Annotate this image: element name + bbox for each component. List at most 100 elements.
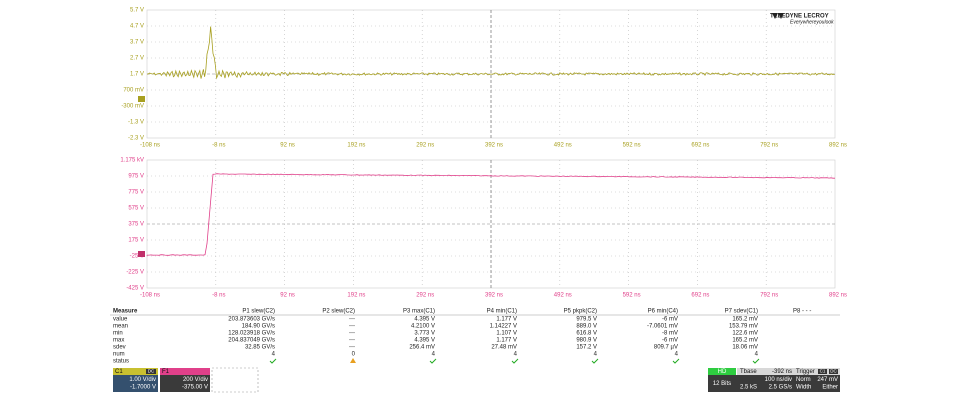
channel-header [113, 368, 158, 375]
coupling-badge [146, 369, 156, 374]
table-cell: 204.837049 GV/s [228, 338, 275, 344]
tb-body [708, 375, 840, 392]
table-cell: 1.107 V [496, 331, 517, 337]
tb-rate: 2.5 GS/s [769, 385, 792, 391]
logo-mark [772, 13, 784, 19]
status-ok [511, 358, 519, 364]
channel-offset: -1.7000 V [130, 385, 156, 391]
tb-label: Tbase [740, 369, 757, 375]
x-label: 292 ns [416, 143, 434, 149]
table-cell: 4 [514, 352, 518, 358]
x-label: 492 ns [554, 293, 572, 299]
table-cell: 616.8 V [576, 331, 597, 337]
x-label: -108 ns [140, 143, 160, 149]
tb-head [737, 368, 840, 375]
x-label: 392 ns [485, 143, 503, 149]
table-cell: 203.873603 GV/s [228, 317, 275, 323]
x-label: 792 ns [760, 143, 778, 149]
x-label: 92 ns [280, 143, 295, 149]
channel-scale: 1.00 V/div [129, 377, 156, 383]
status-ok [591, 358, 599, 364]
x-label: 192 ns [347, 143, 365, 149]
table-cell: --- [349, 324, 355, 330]
table-cell: 4 [594, 352, 598, 358]
table-cell: 4 [675, 352, 679, 358]
x-label: 592 ns [623, 293, 641, 299]
x-label: -8 ns [212, 143, 225, 149]
table-cell: 1.14227 V [490, 324, 517, 330]
table-cell: value [113, 317, 128, 323]
table-cell: 979.5 V [576, 317, 597, 323]
status-ok [269, 358, 277, 364]
trig-source: C1 [820, 369, 826, 374]
table-header: P8 - - - [793, 309, 811, 315]
table-cell: -6 mV [662, 317, 678, 323]
logo-brand: TELEDYNE LECROY [770, 14, 829, 20]
table-cell: 1.177 V [496, 338, 517, 344]
table-header: P7 sdev(C1) [725, 309, 758, 315]
table-cell: --- [349, 345, 355, 351]
y-label: 575 V [128, 206, 144, 212]
mode: HD [718, 369, 727, 375]
table-cell: max [113, 338, 124, 344]
y-label: -225 V [126, 270, 144, 276]
table-cell: -6 mV [662, 338, 678, 344]
table-cell: 4 [755, 352, 759, 358]
status-ok [672, 358, 680, 364]
table-cell: 32.85 GV/s [245, 345, 275, 351]
table-cell: --- [349, 317, 355, 323]
y-label: 175 V [128, 238, 144, 244]
table-cell: 4 [432, 352, 436, 358]
table-cell: min [113, 331, 123, 337]
table-cell: -7.0601 mV [647, 324, 678, 330]
trig-coupling: DC [830, 369, 837, 374]
trig-level: 247 mV [817, 377, 838, 383]
channel-scale: 200 V/div [183, 377, 208, 383]
table-header: Measure [113, 309, 138, 315]
channel-header [160, 368, 210, 375]
table-header: P2 slew(C2) [322, 309, 355, 315]
table-cell: 165.2 mV [732, 338, 758, 344]
table-cell: 157.2 V [576, 345, 597, 351]
trig-label: Trigger [796, 369, 815, 375]
waveform [146, 26, 835, 80]
table-cell: -8 mV [662, 331, 678, 337]
table-cell: 27.48 mV [491, 345, 517, 351]
x-label: 692 ns [691, 143, 709, 149]
channel-name: C1 [115, 369, 123, 375]
x-label: 292 ns [416, 293, 434, 299]
y-label: 700 mV [123, 88, 144, 94]
table-header: P5 pkpk(C2) [564, 309, 597, 315]
y-label: 2.7 V [130, 56, 144, 62]
y-label: 975 V [128, 174, 144, 180]
trig-cpl-badge [829, 369, 838, 374]
x-label: 392 ns [485, 293, 503, 299]
status-ok [429, 358, 437, 364]
empty-slot [211, 367, 259, 393]
table-cell: 980.9 V [576, 338, 597, 344]
bits: 12 Bits [713, 381, 731, 387]
y-label: 775 V [128, 190, 144, 196]
x-label: -8 ns [212, 293, 225, 299]
table-cell: sdev [113, 345, 126, 351]
mode-badge [708, 368, 736, 375]
table-header: P4 min(C1) [487, 309, 517, 315]
x-label: 92 ns [280, 293, 295, 299]
table-cell: 153.79 mV [729, 324, 758, 330]
tb-per-div: 100 ns/div [765, 377, 792, 383]
table-cell: mean [113, 324, 128, 330]
tb-delay: -392 ns [772, 369, 792, 375]
channel-body [113, 375, 158, 392]
table-cell: 165.2 mV [732, 317, 758, 323]
channel-marker [138, 96, 145, 102]
status-warning [350, 358, 356, 363]
x-label: -108 ns [140, 293, 160, 299]
table-cell: --- [349, 338, 355, 344]
trig-slope: Either [822, 385, 838, 391]
trig-mode: Norm [796, 377, 811, 383]
coupling: DC [148, 369, 155, 374]
y-label: 4.7 V [130, 24, 144, 30]
table-cell: 4 [272, 352, 276, 358]
table-cell: 128.023918 GV/s [228, 331, 275, 337]
table-cell: --- [349, 331, 355, 337]
